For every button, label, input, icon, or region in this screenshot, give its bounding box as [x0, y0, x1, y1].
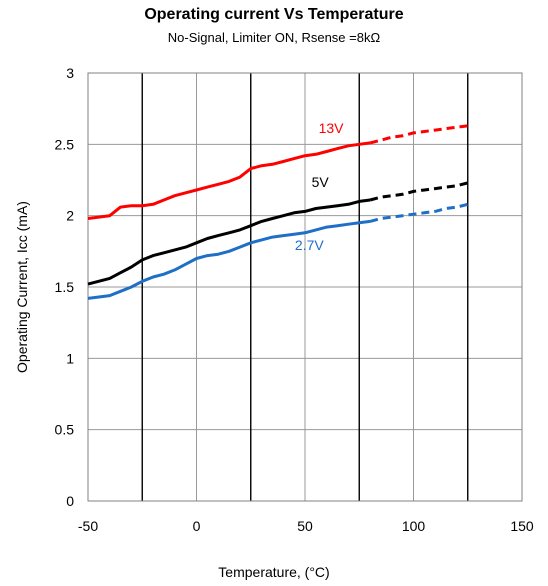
x-tick-label: 150 — [510, 518, 534, 534]
series-label: 13V — [319, 120, 345, 136]
series-label: 5V — [312, 174, 330, 190]
y-tick-label: 3 — [66, 65, 74, 81]
series-line-solid — [87, 219, 371, 300]
y-tick-label: 2.5 — [55, 136, 75, 152]
chart-subtitle: No-Signal, Limiter ON, Rsense =8kΩ — [167, 30, 381, 45]
x-axis-label: Temperature, (°C) — [218, 564, 330, 580]
series-label: 2.7V — [295, 237, 324, 253]
y-tick-label: 2 — [66, 208, 74, 224]
series-line-dashed — [369, 181, 469, 202]
x-tick-label: 50 — [297, 518, 313, 534]
y-tick-label: 1.5 — [55, 279, 75, 295]
chart-title: Operating current Vs Temperature — [144, 6, 404, 23]
series-line-dashed — [369, 202, 469, 223]
plot-border — [87, 72, 523, 502]
x-tick-label: 100 — [402, 518, 426, 534]
series-line-solid — [87, 141, 371, 220]
y-tick-label: 0 — [66, 493, 74, 509]
y-tick-label: 0.5 — [55, 422, 75, 438]
series-line-dashed — [369, 124, 468, 145]
x-tick-label: -50 — [78, 518, 98, 534]
x-tick-label: 0 — [193, 518, 201, 534]
series-line-solid — [87, 198, 371, 286]
y-tick-label: 1 — [66, 350, 74, 366]
y-axis-label: Operating Current, Icc (mA) — [14, 201, 30, 373]
